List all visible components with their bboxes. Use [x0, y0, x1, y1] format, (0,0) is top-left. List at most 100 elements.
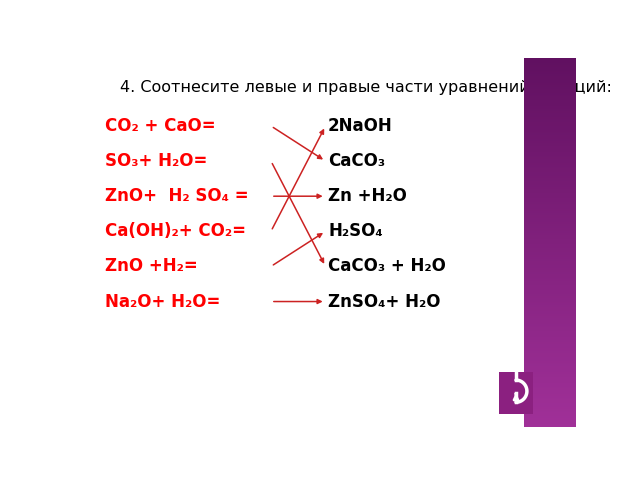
Bar [524, 146, 576, 148]
Bar [524, 74, 576, 76]
Bar [524, 401, 576, 403]
Bar [524, 253, 576, 255]
Bar [524, 344, 576, 346]
Bar [524, 364, 576, 366]
Bar [524, 287, 576, 288]
Bar [524, 189, 576, 191]
Bar [524, 414, 576, 416]
Bar [524, 421, 576, 423]
Bar [524, 100, 576, 102]
Text: H₂SO₄: H₂SO₄ [328, 222, 383, 240]
Bar [524, 202, 576, 204]
Bar [524, 266, 576, 268]
Bar [524, 274, 576, 276]
Bar [524, 292, 576, 294]
Bar [524, 119, 576, 120]
Bar [524, 409, 576, 410]
Bar [524, 233, 576, 235]
Text: Ca(OH)₂+ CO₂=: Ca(OH)₂+ CO₂= [105, 222, 246, 240]
Bar [524, 72, 576, 74]
Bar [524, 425, 576, 427]
Bar [524, 377, 576, 379]
Bar [524, 305, 576, 307]
Bar [524, 314, 576, 316]
Bar [524, 235, 576, 237]
Bar [524, 372, 576, 373]
Bar [524, 264, 576, 266]
Bar [524, 148, 576, 150]
Bar [524, 194, 576, 196]
Bar [524, 403, 576, 405]
Bar [524, 222, 576, 224]
Bar [524, 130, 576, 132]
Bar [524, 216, 576, 218]
Bar [524, 272, 576, 274]
Bar [524, 133, 576, 135]
Bar [524, 58, 576, 60]
Text: ZnO +H₂=: ZnO +H₂= [105, 257, 198, 276]
Bar [524, 351, 576, 353]
Bar [524, 397, 576, 399]
Bar [524, 338, 576, 340]
Bar [524, 285, 576, 287]
Text: Na₂O+ H₂O=: Na₂O+ H₂O= [105, 292, 220, 311]
Bar [524, 368, 576, 370]
Bar [524, 349, 576, 351]
Bar [524, 346, 576, 348]
Bar [524, 170, 576, 172]
Bar [524, 224, 576, 226]
Bar [524, 215, 576, 216]
Bar [524, 143, 576, 144]
Bar [524, 67, 576, 69]
Bar [524, 200, 576, 202]
Bar [524, 366, 576, 368]
Text: CaCO₃: CaCO₃ [328, 152, 385, 170]
Bar [524, 63, 576, 65]
Bar [524, 290, 576, 292]
Bar [524, 294, 576, 296]
Bar [524, 113, 576, 115]
Bar [524, 381, 576, 383]
Bar [524, 283, 576, 285]
Bar [524, 104, 576, 106]
Bar [524, 263, 576, 264]
Bar [524, 178, 576, 180]
Bar [524, 237, 576, 239]
Bar [524, 165, 576, 167]
Bar [524, 168, 576, 170]
Bar [524, 87, 576, 89]
Bar [524, 301, 576, 303]
Bar [524, 132, 576, 133]
Bar [524, 340, 576, 342]
Bar [524, 207, 576, 209]
Bar [524, 80, 576, 82]
Text: CaCO₃ + H₂O: CaCO₃ + H₂O [328, 257, 446, 276]
Bar [524, 303, 576, 305]
Text: 2NaOH: 2NaOH [328, 117, 393, 135]
Bar [524, 61, 576, 63]
Bar [524, 209, 576, 211]
Bar [524, 239, 576, 240]
Bar [524, 152, 576, 154]
Bar [524, 383, 576, 384]
Bar [524, 128, 576, 130]
Text: 4. Соотнесите левые и правые части уравнений реакций:: 4. Соотнесите левые и правые части уравн… [120, 80, 612, 95]
Bar [524, 231, 576, 233]
Bar [524, 420, 576, 421]
Bar [524, 362, 576, 364]
Bar [524, 122, 576, 124]
Bar [524, 205, 576, 207]
Bar [524, 84, 576, 85]
Bar [524, 181, 576, 183]
Bar [524, 329, 576, 331]
Bar [524, 102, 576, 104]
Bar [524, 154, 576, 156]
Bar [524, 185, 576, 187]
Bar [524, 390, 576, 392]
Bar [524, 65, 576, 67]
Bar [524, 268, 576, 270]
Bar [524, 288, 576, 290]
Bar [524, 192, 576, 194]
Bar [524, 246, 576, 248]
Bar [524, 240, 576, 242]
